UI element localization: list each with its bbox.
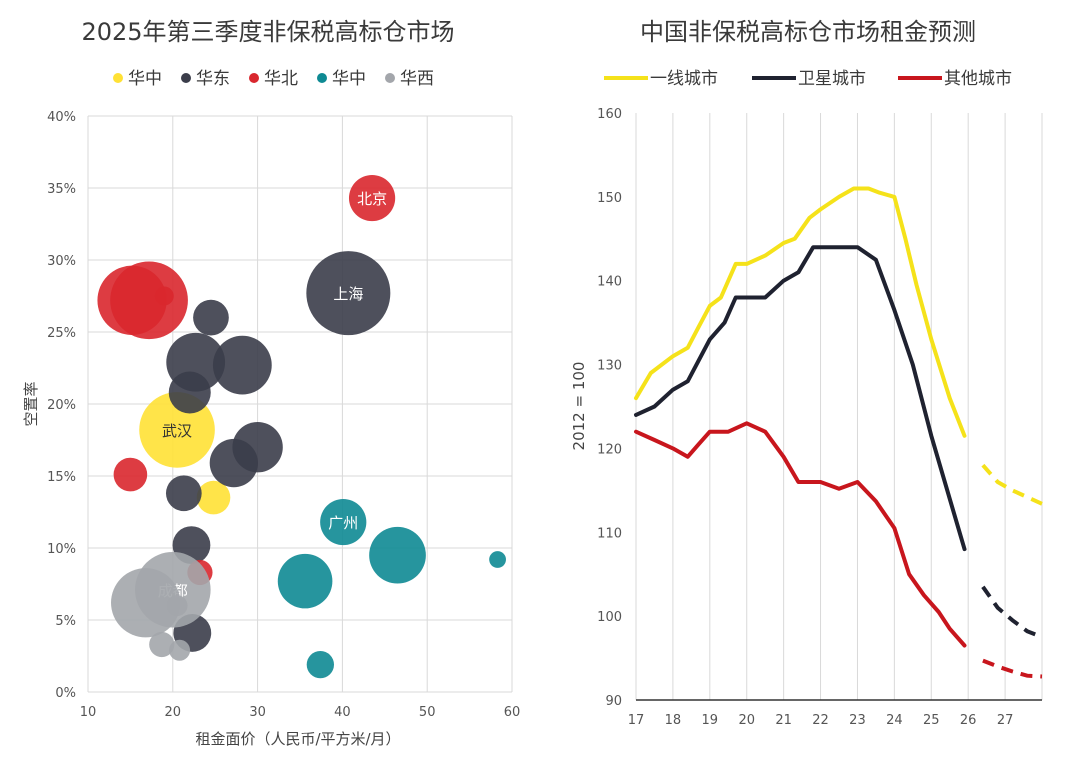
bubble	[168, 371, 211, 414]
line-chart-ylabel: 2012 = 100	[570, 362, 588, 451]
bubble-chart-marks: 武汉上海北京广州成都	[97, 174, 506, 679]
series-line	[634, 421, 967, 648]
line-chart-grid	[635, 113, 1043, 701]
bubble-label: 北京	[357, 190, 387, 208]
y-tick-label: 100	[597, 610, 622, 625]
x-tick-label: 25	[923, 713, 940, 728]
y-tick-label: 35%	[47, 182, 76, 197]
legend-label: 华东	[196, 69, 230, 89]
y-tick-label: 120	[597, 442, 622, 457]
bubble	[165, 475, 202, 512]
y-tick-label: 0%	[55, 686, 76, 701]
bubble	[306, 251, 391, 336]
y-tick-label: 5%	[55, 614, 76, 629]
y-tick-label: 30%	[47, 254, 76, 269]
y-tick-label: 130	[597, 359, 622, 374]
bubble	[169, 639, 191, 661]
bubble-label: 广州	[328, 514, 358, 532]
bubble	[110, 261, 188, 340]
x-tick-label: 19	[702, 713, 719, 728]
x-tick-label: 26	[960, 713, 977, 728]
y-tick-label: 40%	[47, 110, 76, 125]
bubble	[149, 631, 175, 658]
bubble	[369, 526, 426, 584]
legend-marker	[181, 73, 191, 83]
x-tick-label: 20	[738, 713, 755, 728]
y-tick-label: 10%	[47, 542, 76, 557]
legend-label: 华中	[332, 69, 366, 89]
legend-label: 华西	[400, 69, 434, 89]
bubble	[489, 551, 506, 568]
legend-marker	[385, 73, 395, 83]
y-tick-label: 90	[605, 694, 622, 709]
x-tick-label: 17	[628, 713, 645, 728]
y-tick-label: 15%	[47, 470, 76, 485]
line-chart: 中国非保税高标仓市场租金预测 一线城市 卫星城市 其他城市 17 18 19 20 21 22…	[570, 18, 1043, 728]
line-chart-marks	[634, 186, 1043, 679]
bubble	[277, 553, 333, 609]
bubble-chart-ticks: 10 20 30 40 50 60 0% 5% 10% 15% 20% 25% 30% 35% 40%	[47, 110, 520, 720]
line-chart-ticks: 17 18 19 20 21 22 23 24 25 26 27 90 100 110 120 130 140 1…	[597, 107, 1013, 728]
bubble	[212, 335, 272, 395]
line-chart-title: 中国非保税高标仓市场租金预测	[640, 18, 976, 46]
bubble	[348, 174, 396, 222]
bubble	[209, 438, 259, 488]
y-tick-label: 140	[597, 275, 622, 290]
series-line	[634, 186, 967, 438]
bubble	[196, 480, 231, 515]
bubble-chart-ylabel: 空置率	[22, 381, 40, 426]
legend-label: 华中	[128, 69, 162, 89]
y-tick-label: 110	[597, 526, 622, 541]
bubble-chart-legend: 华中 华东 华北 华中 华西	[113, 69, 434, 89]
legend-marker	[113, 73, 123, 83]
y-tick-label: 20%	[47, 398, 76, 413]
y-tick-label: 160	[597, 107, 622, 122]
x-tick-label: 21	[775, 713, 792, 728]
bubble	[111, 568, 181, 638]
bubble-chart-title: 2025年第三季度非保税高标仓市场	[81, 18, 454, 46]
x-tick-label: 40	[334, 705, 351, 720]
forecast-line	[981, 463, 1043, 506]
y-tick-label: 150	[597, 191, 622, 206]
bubble-label: 武汉	[162, 422, 192, 440]
x-tick-label: 50	[419, 705, 436, 720]
x-tick-label: 23	[849, 713, 866, 728]
bubble	[166, 595, 188, 617]
legend-label: 华北	[264, 69, 298, 89]
line-chart-legend: 一线城市 卫星城市 其他城市	[604, 69, 1012, 89]
y-tick-label: 25%	[47, 326, 76, 341]
x-tick-label: 60	[504, 705, 521, 720]
x-tick-label: 22	[812, 713, 829, 728]
bubble	[113, 457, 148, 492]
legend-label: 其他城市	[944, 69, 1012, 89]
legend-marker	[317, 73, 327, 83]
bubble-label: 上海	[333, 285, 363, 303]
legend-label: 卫星城市	[798, 69, 866, 89]
x-tick-label: 30	[249, 705, 266, 720]
legend-marker	[249, 73, 259, 83]
x-tick-label: 27	[997, 713, 1014, 728]
x-tick-label: 18	[665, 713, 682, 728]
bubble	[306, 650, 335, 679]
x-tick-label: 20	[165, 705, 182, 720]
bubble	[320, 498, 367, 546]
x-tick-label: 24	[886, 713, 903, 728]
x-tick-label: 10	[80, 705, 97, 720]
bubble	[154, 286, 174, 306]
forecast-line	[981, 585, 1043, 639]
bubble-chart-xlabel: 租金面价（人民币/平方米/月）	[195, 730, 400, 748]
forecast-line	[982, 658, 1043, 679]
bubble	[193, 299, 229, 336]
legend-label: 一线城市	[650, 69, 718, 89]
series-line	[634, 245, 967, 552]
